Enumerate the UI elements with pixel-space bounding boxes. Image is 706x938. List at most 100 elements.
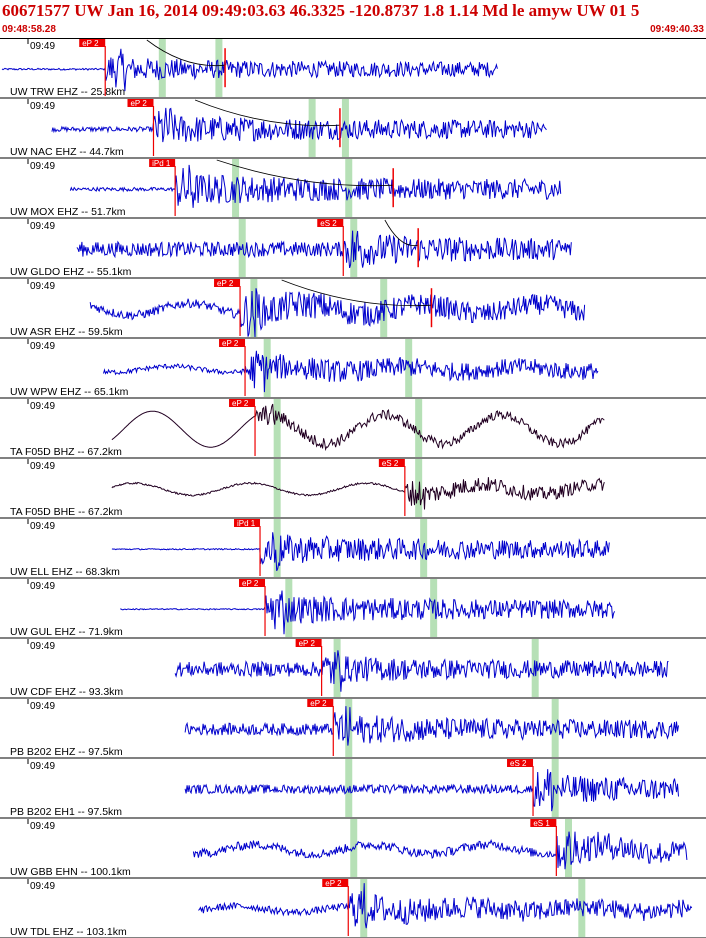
minute-label: 09:49 xyxy=(30,581,55,592)
pick-label-box xyxy=(214,279,241,287)
station-label: UW GUL EHZ -- 71.9km xyxy=(10,626,123,638)
waveform-trace xyxy=(69,164,562,208)
plot-header: 60671577 UW Jan 16, 2014 09:49:03.63 46.… xyxy=(0,0,706,38)
pick-label-box xyxy=(322,879,349,887)
pick-label-box xyxy=(234,519,261,527)
station-label: PB B202 EH1 -- 97.5km xyxy=(10,806,122,818)
pick-label-box xyxy=(530,819,557,827)
travel-time-curve xyxy=(146,39,226,67)
station-label: UW WPW EHZ -- 65.1km xyxy=(10,386,129,398)
station-label: TA F05D BHE -- 67.2km xyxy=(10,506,123,518)
predicted-phase-band xyxy=(250,279,258,337)
pick-label-box xyxy=(507,759,534,767)
predicted-phase-band xyxy=(273,519,281,577)
pick-label-box xyxy=(127,99,154,107)
seismogram-plot: eP 2 09:49 UW TRW EHZ -- 25.8km eP 2 09:49 UW… xyxy=(0,38,706,938)
waveform-trace xyxy=(192,831,688,870)
station-label: UW MOX EHZ -- 51.7km xyxy=(10,206,126,218)
predicted-phase-band xyxy=(551,699,559,757)
minute-label: 09:49 xyxy=(30,41,55,52)
minute-label: 09:49 xyxy=(30,761,55,772)
minute-label: 09:49 xyxy=(30,281,55,292)
station-label: UW GLDO EHZ -- 55.1km xyxy=(10,266,132,278)
station-label: UW GBB EHN -- 100.1km xyxy=(10,866,131,878)
pick-label-box xyxy=(79,39,106,47)
predicted-phase-band xyxy=(273,459,281,517)
minute-label: 09:49 xyxy=(30,401,55,412)
station-label: UW ELL EHZ -- 68.3km xyxy=(10,566,120,578)
event-title: 60671577 UW Jan 16, 2014 09:49:03.63 46.… xyxy=(2,1,640,20)
minute-label: 09:49 xyxy=(30,461,55,472)
predicted-phase-band xyxy=(158,39,166,97)
pick-label-box xyxy=(229,399,256,407)
minute-label: 09:49 xyxy=(30,101,55,112)
predicted-phase-band xyxy=(551,759,559,817)
waveform-trace xyxy=(103,350,599,393)
predicted-phase-band xyxy=(380,279,388,337)
station-label: PB B202 EHZ -- 97.5km xyxy=(10,746,123,758)
station-label: UW NAC EHZ -- 44.7km xyxy=(10,146,124,158)
travel-time-curve xyxy=(384,219,419,247)
minute-label: 09:49 xyxy=(30,701,55,712)
predicted-phase-band xyxy=(273,399,281,457)
predicted-phase-band xyxy=(345,159,353,217)
waveform-trace xyxy=(184,769,679,812)
predicted-phase-band xyxy=(415,399,423,457)
station-label: UW CDF EHZ -- 93.3km xyxy=(10,686,123,698)
pick-label: eP 2 xyxy=(310,699,327,708)
waveform-trace xyxy=(198,883,693,929)
minute-label: 09:49 xyxy=(30,521,55,532)
pick-label-box xyxy=(219,339,246,347)
predicted-phase-band xyxy=(405,339,413,397)
waveform-trace xyxy=(1,48,498,92)
waveform-trace xyxy=(111,403,605,452)
minute-label: 09:49 xyxy=(30,821,55,832)
window-start-time: 09:48:58.28 xyxy=(2,24,56,35)
pick-label: eP 2 xyxy=(82,39,99,48)
pick-label-box xyxy=(149,159,176,167)
pick-label: eS 1 xyxy=(533,819,550,828)
station-label: TA F05D BHZ -- 67.2km xyxy=(10,446,122,458)
predicted-phase-band xyxy=(360,879,368,937)
predicted-phase-band xyxy=(564,819,572,877)
travel-time-curve xyxy=(281,279,432,307)
pick-label: eP 2 xyxy=(325,879,342,888)
waveform-trace xyxy=(184,706,679,746)
station-label: UW TDL EHZ -- 103.1km xyxy=(10,926,127,938)
station-label: UW ASR EHZ -- 59.5km xyxy=(10,326,123,338)
pick-label-box xyxy=(295,639,322,647)
pick-label: eP 2 xyxy=(222,339,239,348)
minute-label: 09:49 xyxy=(30,221,55,232)
predicted-phase-band xyxy=(333,639,341,697)
predicted-phase-band xyxy=(215,39,223,97)
travel-time-curve xyxy=(194,99,340,127)
pick-label: eS 2 xyxy=(510,759,527,768)
waveform-trace xyxy=(120,590,616,635)
waveform-trace xyxy=(111,477,605,510)
waveform-trace xyxy=(174,650,669,692)
pick-label: eP 2 xyxy=(232,399,249,408)
pick-label: eS 2 xyxy=(382,459,399,468)
minute-label: 09:49 xyxy=(30,341,55,352)
pick-label-box xyxy=(307,699,334,707)
waveform-trace xyxy=(51,107,547,143)
minute-label: 09:49 xyxy=(30,161,55,172)
window-end-time: 09:49:40.33 xyxy=(650,24,704,35)
pick-label: eP 2 xyxy=(242,579,259,588)
pick-label: eP 2 xyxy=(217,279,234,288)
pick-label-box xyxy=(378,459,405,467)
waveform-trace xyxy=(111,532,610,572)
travel-time-curve xyxy=(216,159,394,187)
minute-label: 09:49 xyxy=(30,881,55,892)
predicted-phase-band xyxy=(345,759,353,817)
pick-label-box xyxy=(317,219,344,227)
minute-label: 09:49 xyxy=(30,641,55,652)
waveform-trace xyxy=(76,230,572,269)
station-label: UW TRW EHZ -- 25.8km xyxy=(10,86,125,98)
predicted-phase-band xyxy=(578,879,586,937)
pick-label: eS 2 xyxy=(320,219,337,228)
predicted-phase-band xyxy=(350,219,358,277)
pick-label: eP 2 xyxy=(130,99,147,108)
pick-label-box xyxy=(239,579,266,587)
pick-label: eP 2 xyxy=(299,639,316,648)
